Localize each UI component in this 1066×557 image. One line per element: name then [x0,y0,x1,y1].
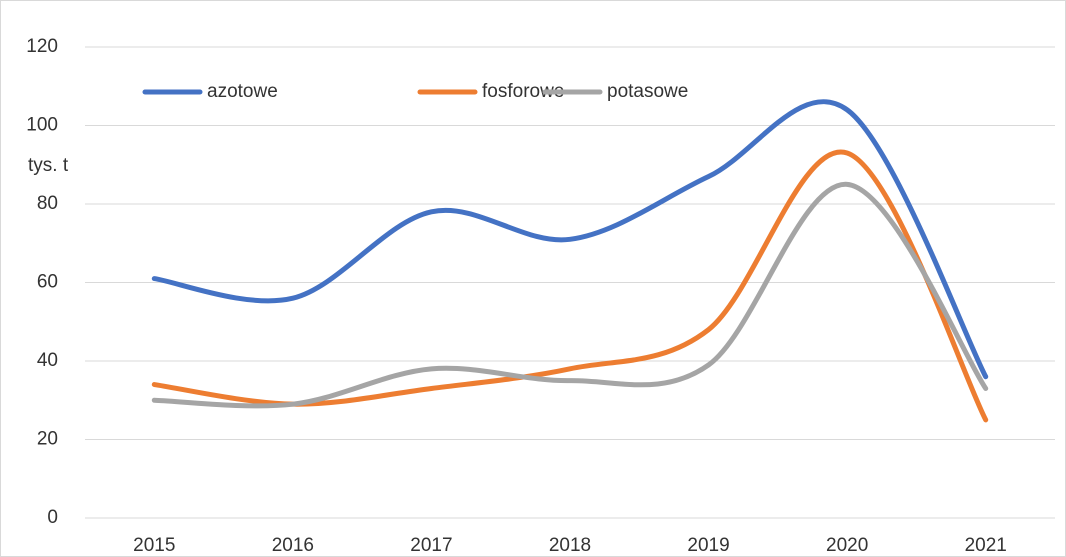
y-axis-label: tys. t [28,155,69,176]
legend-label: fosforowe [482,81,564,102]
x-tick-label: 2020 [826,535,868,556]
x-tick-label: 2019 [687,535,729,556]
y-tick-label: 100 [26,115,58,136]
series-line [151,99,989,380]
y-tick-label: 20 [37,429,58,450]
x-tick-label: 2017 [410,535,452,556]
x-tick-label: 2018 [549,535,591,556]
legend-label: potasowe [607,81,688,102]
series-line [151,181,989,409]
y-tick-label: 60 [37,272,58,293]
x-tick-label: 2016 [272,535,314,556]
y-tick-label: 0 [47,507,58,528]
y-tick-label: 120 [26,36,58,57]
y-tick-label: 40 [37,350,58,371]
y-tick-label: 80 [37,193,58,214]
legend-label: azotowe [207,81,278,102]
x-tick-label: 2021 [965,535,1007,556]
x-tick-label: 2015 [133,535,175,556]
